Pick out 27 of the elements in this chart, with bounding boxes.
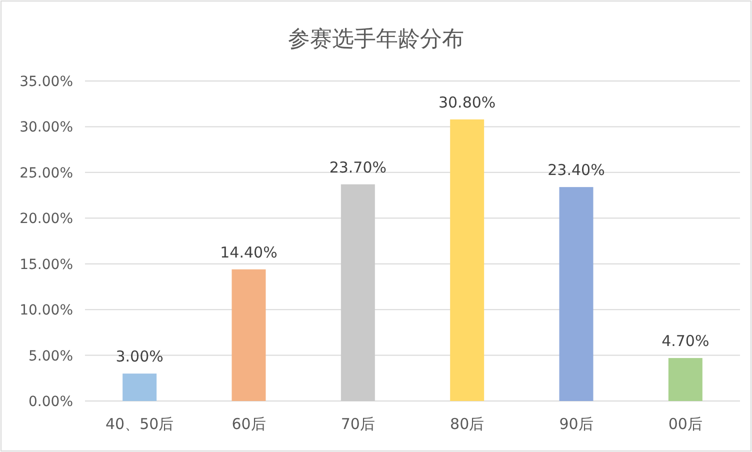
x-tick-label: 40、50后 [105,415,174,433]
y-tick-label: 30.00% [20,120,73,136]
data-label: 4.70% [662,332,710,350]
bar [559,187,594,401]
y-tick-label: 5.00% [28,348,73,364]
x-tick-label: 80后 [450,415,484,433]
bar [232,269,266,401]
y-tick-label: 20.00% [20,211,73,228]
x-tick-label: 60后 [232,415,266,433]
data-label: 30.80% [438,93,496,112]
x-tick-label: 70后 [340,415,375,433]
y-tick-label: 0.00% [28,394,73,410]
data-label: 14.40% [220,243,278,262]
y-tick-label: 15.00% [20,256,73,273]
y-tick-label: 35.00% [20,74,73,90]
y-tick-label: 25.00% [20,165,73,182]
chart-title: 参赛选手年龄分布 [288,27,464,52]
bar [450,119,484,401]
x-tick-label: 00后 [668,415,702,433]
bar [668,358,702,401]
y-tick-label: 10.00% [20,302,73,319]
x-tick-label: 90后 [559,415,594,433]
data-label: 3.00% [116,348,164,366]
data-label: 23.70% [329,158,387,176]
data-label: 23.40% [548,161,605,180]
bar [122,374,157,401]
bar [340,184,375,401]
